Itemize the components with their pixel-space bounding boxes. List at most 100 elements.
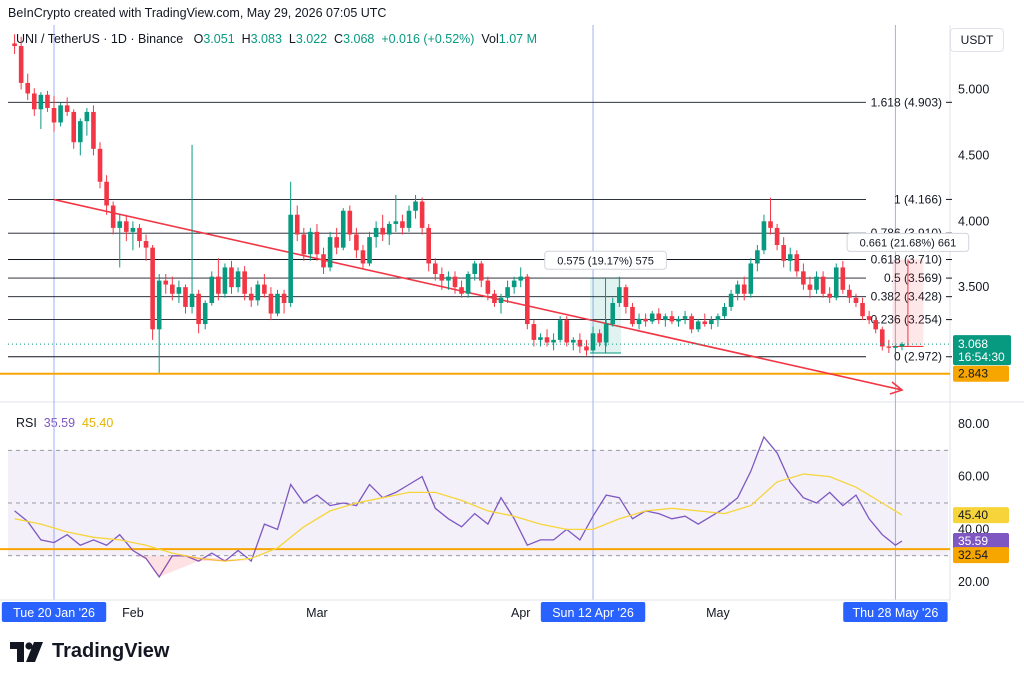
candle-body-86[interactable]: [577, 339, 583, 347]
candle-body-8[interactable]: [64, 105, 70, 112]
candle-body-28[interactable]: [196, 293, 201, 325]
candle-body-124[interactable]: [827, 293, 832, 298]
candle-body-5[interactable]: [45, 94, 50, 108]
candle-body-24[interactable]: [170, 284, 175, 294]
candle-body-91[interactable]: [610, 302, 616, 325]
candle-body-101[interactable]: [676, 318, 681, 322]
candle-body-88[interactable]: [590, 333, 596, 351]
candle-body-105[interactable]: [702, 321, 708, 325]
candle-body-14[interactable]: [104, 181, 109, 206]
candle-body-23[interactable]: [163, 280, 169, 285]
candle-body-125[interactable]: [833, 267, 839, 298]
candle-body-133[interactable]: [886, 346, 892, 348]
candle-body-59[interactable]: [400, 221, 405, 228]
candle-body-38[interactable]: [262, 284, 267, 294]
candle-body-58[interactable]: [393, 221, 399, 224]
candle-body-79[interactable]: [531, 324, 537, 340]
candle-body-134[interactable]: [893, 346, 898, 348]
candle-body-81[interactable]: [544, 337, 550, 343]
candle-body-54[interactable]: [367, 237, 372, 264]
candle-body-71[interactable]: [478, 263, 484, 281]
candle-body-132[interactable]: [879, 329, 885, 347]
candle-body-19[interactable]: [137, 227, 142, 242]
candle-body-18[interactable]: [130, 227, 136, 232]
candle-body-21[interactable]: [150, 247, 155, 330]
tradingview-logo[interactable]: TradingView: [10, 640, 169, 663]
candle-body-12[interactable]: [91, 111, 96, 149]
candle-body-83[interactable]: [557, 320, 563, 340]
candle-body-84[interactable]: [564, 320, 570, 343]
candle-body-115[interactable]: [768, 221, 773, 228]
candle-body-30[interactable]: [209, 276, 215, 303]
candle-body-6[interactable]: [51, 107, 57, 123]
candle-body-95[interactable]: [636, 318, 642, 325]
candle-body-65[interactable]: [439, 274, 445, 281]
candle-body-70[interactable]: [472, 263, 478, 274]
candle-body-11[interactable]: [84, 111, 90, 122]
candle-body-90[interactable]: [603, 324, 609, 343]
candle-body-127[interactable]: [847, 289, 852, 298]
symbol-legend[interactable]: UNI / TetherUS · 1D · Binance O3.051 H3.…: [16, 32, 537, 46]
candle-body-60[interactable]: [406, 210, 412, 228]
candle-body-82[interactable]: [551, 339, 556, 343]
rsi-line[interactable]: [14, 435, 903, 579]
candle-body-51[interactable]: [347, 210, 353, 235]
candle-body-102[interactable]: [682, 316, 688, 319]
candle-body-120[interactable]: [801, 271, 806, 285]
candle-body-94[interactable]: [630, 306, 635, 325]
candle-body-26[interactable]: [183, 287, 188, 307]
candle-body-4[interactable]: [38, 94, 44, 110]
candle-body-100[interactable]: [669, 316, 675, 322]
candle-body-46[interactable]: [314, 231, 320, 255]
candle-body-117[interactable]: [781, 245, 786, 261]
candle-body-69[interactable]: [465, 274, 471, 294]
candle-body-111[interactable]: [741, 284, 747, 294]
candle-body-106[interactable]: [709, 320, 714, 325]
candle-body-103[interactable]: [689, 316, 694, 330]
candle-body-131[interactable]: [873, 320, 878, 330]
candle-body-129[interactable]: [860, 302, 865, 317]
candle-body-48[interactable]: [327, 237, 333, 268]
candle-body-55[interactable]: [373, 227, 379, 238]
candle-body-13[interactable]: [97, 148, 103, 182]
candle-body-34[interactable]: [235, 271, 241, 288]
candle-body-63[interactable]: [426, 227, 431, 264]
candle-body-80[interactable]: [538, 337, 543, 340]
candle-body-7[interactable]: [58, 105, 63, 123]
candle-body-99[interactable]: [663, 316, 668, 321]
candle-body-123[interactable]: [820, 276, 826, 294]
candle-body-64[interactable]: [432, 263, 438, 274]
candle-body-2[interactable]: [25, 82, 31, 94]
candle-body-92[interactable]: [617, 287, 622, 303]
candle-body-108[interactable]: [722, 306, 727, 317]
candle-body-27[interactable]: [189, 293, 195, 307]
candle-body-126[interactable]: [840, 267, 846, 290]
candle-body-31[interactable]: [216, 276, 221, 294]
candle-body-74[interactable]: [498, 297, 504, 303]
candle-body-67[interactable]: [452, 276, 458, 288]
candle-body-42[interactable]: [288, 214, 293, 303]
currency-button[interactable]: USDT: [950, 28, 1004, 52]
candle-body-9[interactable]: [71, 111, 77, 143]
candle-body-118[interactable]: [787, 254, 793, 261]
candle-body-47[interactable]: [321, 254, 326, 268]
candle-body-97[interactable]: [649, 313, 655, 322]
candle-body-75[interactable]: [505, 287, 510, 298]
candle-body-33[interactable]: [229, 267, 234, 288]
candle-body-135[interactable]: [899, 344, 905, 347]
candle-body-43[interactable]: [294, 214, 300, 235]
candle-body-85[interactable]: [571, 339, 576, 343]
candle-body-52[interactable]: [354, 234, 359, 251]
candle-body-76[interactable]: [511, 280, 517, 288]
candle-body-98[interactable]: [656, 313, 662, 321]
candle-body-87[interactable]: [584, 346, 589, 351]
candle-body-22[interactable]: [156, 280, 162, 330]
candle-body-40[interactable]: [275, 293, 280, 314]
candle-body-128[interactable]: [853, 297, 859, 303]
symbol-name[interactable]: UNI / TetherUS · 1D · Binance: [16, 32, 184, 46]
candle-body-73[interactable]: [492, 293, 497, 303]
candle-body-53[interactable]: [360, 250, 366, 264]
candle-body-0[interactable]: [12, 43, 17, 47]
candle-body-61[interactable]: [413, 201, 418, 211]
